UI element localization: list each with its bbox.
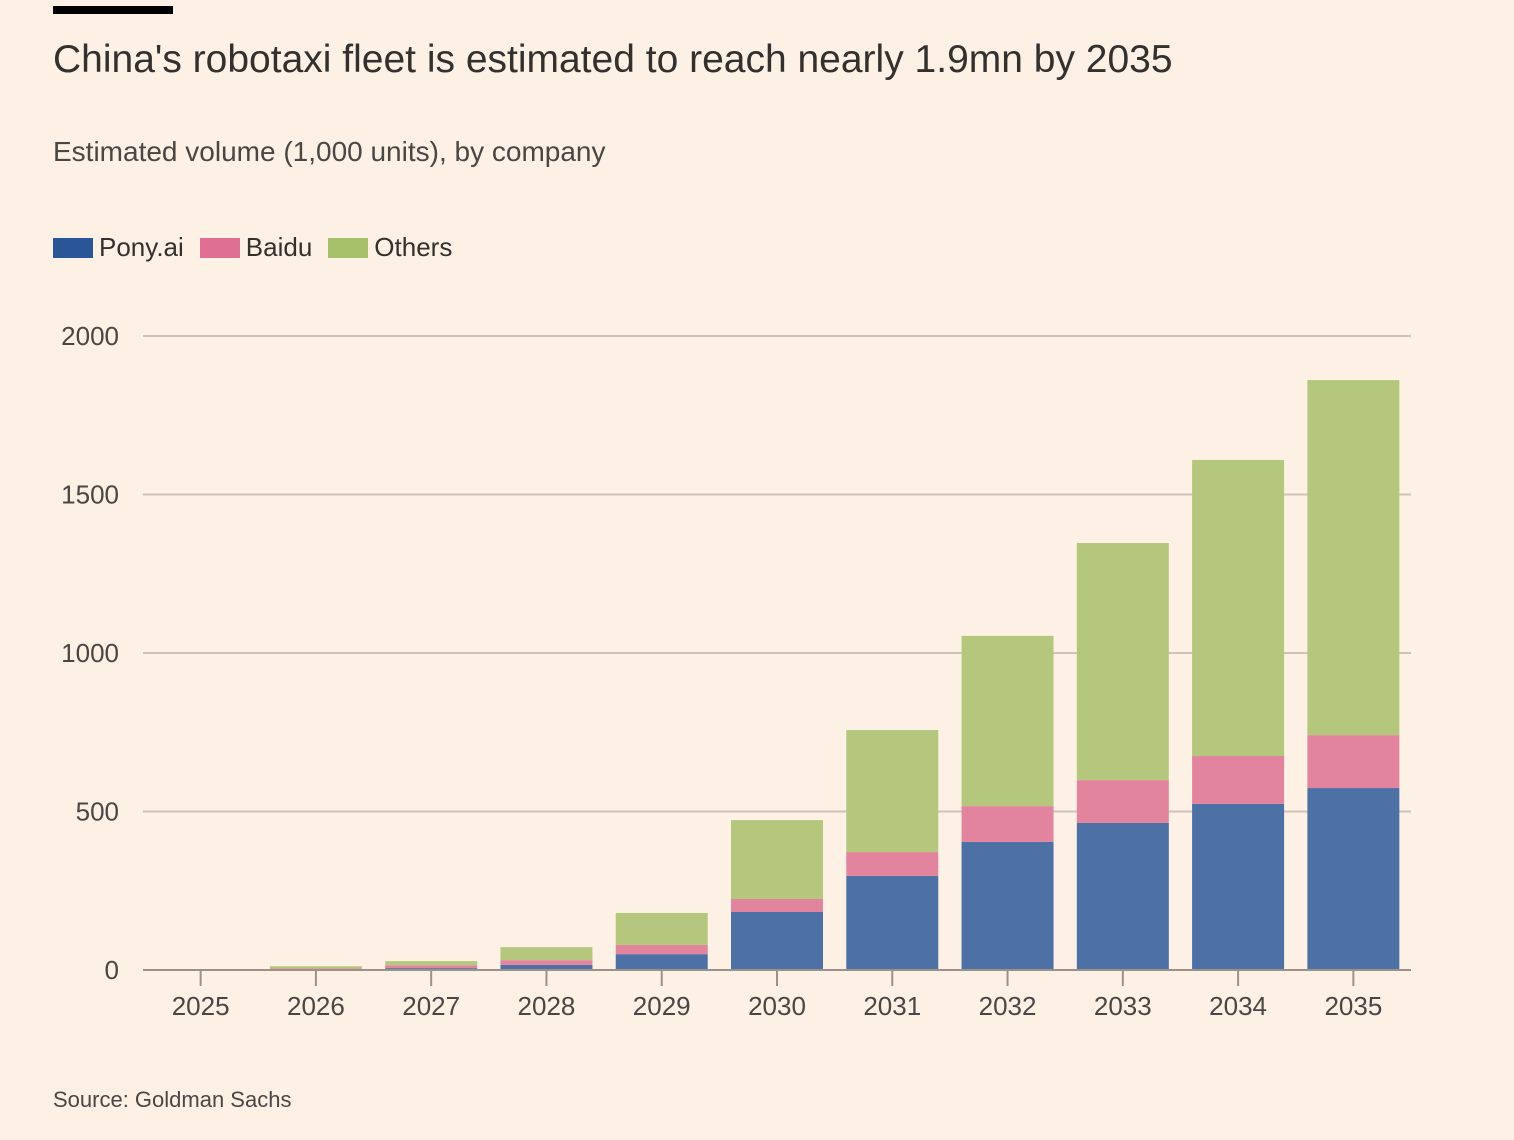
bar-baidu-2028 (500, 960, 593, 965)
bars (154, 380, 1400, 970)
legend-item-baidu: Baidu (199, 232, 313, 263)
legend-item-pony: Pony.ai (53, 232, 184, 263)
bar-pony-2029 (615, 954, 708, 970)
y-tick-label: 2000 (61, 321, 119, 351)
bar-pony-2032 (961, 841, 1054, 970)
legend-label-baidu: Baidu (245, 232, 313, 262)
x-tick-label: 2027 (402, 991, 460, 1021)
bar-pony-2028 (500, 964, 593, 970)
legend-label-others: Others (374, 232, 453, 262)
legend-swatch-baidu (199, 237, 240, 258)
legend-swatch-others (328, 237, 369, 258)
y-tick-label: 0 (105, 955, 119, 985)
x-tick-label: 2025 (172, 991, 230, 1021)
x-tick-label: 2029 (633, 991, 691, 1021)
source-note: Source: Goldman Sachs (53, 1087, 292, 1112)
chart-title: China's robotaxi fleet is estimated to r… (53, 38, 1173, 81)
legend-item-others: Others (328, 232, 452, 263)
bar-pony-2033 (1076, 822, 1169, 970)
x-axis: 2025 2026 2027 2028 2029 2030 2031 2032 2033 2034… (143, 969, 1411, 1021)
bar-others-2031 (846, 730, 939, 853)
bar-baidu-2027 (385, 965, 478, 969)
bar-pony-2035 (1307, 788, 1400, 970)
legend: Pony.ai Baidu Others (53, 232, 468, 263)
x-tick-label: 2032 (979, 991, 1037, 1021)
x-tick-label: 2030 (748, 991, 806, 1021)
bar-baidu-2029 (615, 944, 708, 955)
x-tick-label: 2034 (1209, 991, 1267, 1021)
bar-others-2035 (1307, 380, 1400, 736)
x-tick-label: 2035 (1324, 991, 1382, 1021)
y-axis: 0 500 1000 1500 2000 (61, 321, 119, 985)
bar-others-2028 (500, 947, 593, 961)
y-tick-label: 1500 (61, 480, 119, 510)
bar-others-2034 (1192, 459, 1285, 757)
bar-baidu-2033 (1076, 780, 1169, 823)
bar-pony-2031 (846, 875, 939, 970)
bar-baidu-2030 (731, 898, 823, 912)
brand-bar (53, 6, 173, 14)
bar-others-2033 (1076, 543, 1169, 781)
y-tick-label: 1000 (61, 638, 119, 668)
bar-baidu-2035 (1307, 735, 1400, 789)
bar-others-2026 (269, 966, 362, 969)
x-tick-label: 2026 (287, 991, 345, 1021)
bar-others-2029 (615, 912, 708, 945)
x-tick-label: 2033 (1094, 991, 1152, 1021)
y-tick-label: 500 (76, 797, 119, 827)
bar-pony-2034 (1192, 803, 1285, 970)
legend-label-pony: Pony.ai (99, 232, 184, 262)
bar-baidu-2032 (961, 806, 1054, 842)
chart-subtitle: Estimated volume (1,000 units), by compa… (53, 136, 606, 167)
bar-others-2030 (731, 820, 823, 899)
bar-baidu-2031 (846, 852, 939, 876)
x-tick-label: 2031 (863, 991, 921, 1021)
bar-others-2032 (961, 635, 1054, 807)
x-tick-label: 2028 (518, 991, 576, 1021)
bar-baidu-2026 (269, 968, 362, 970)
bar-pony-2030 (731, 911, 823, 970)
legend-swatch-pony (53, 237, 93, 258)
bar-others-2027 (385, 961, 478, 966)
bar-baidu-2034 (1192, 756, 1285, 804)
